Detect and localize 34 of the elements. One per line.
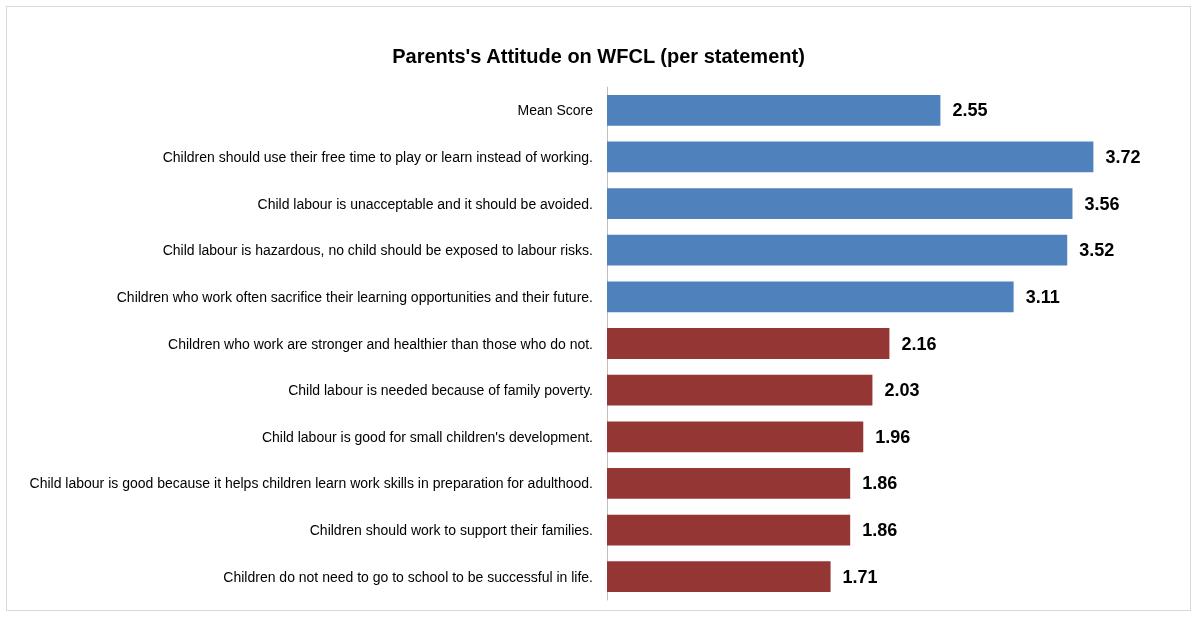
data-label: 3.52 — [1079, 240, 1115, 261]
data-label: 1.96 — [875, 426, 911, 447]
y-tick-label: Children who work often sacrifice their learning opportunities and their future. — [116, 288, 593, 305]
chart-title: Parents's Attitude on WFCL (per statement) — [392, 45, 805, 67]
y-tick-label: Children should work to support their families. — [309, 522, 593, 539]
bar — [607, 561, 831, 593]
bar — [607, 421, 864, 453]
y-tick-label: Child labour is unacceptable and it should be avoided. — [257, 195, 593, 212]
bar — [607, 514, 851, 546]
bar — [607, 468, 851, 499]
bar — [607, 328, 890, 359]
data-label: 3.11 — [1025, 286, 1060, 307]
data-label: 1.71 — [842, 566, 878, 587]
y-tick-label: Child labour is good because it helps children learn work skills in preparation for adulthood. — [29, 475, 593, 492]
y-tick-label: Children should use their free time to play or learn instead of working. — [162, 148, 593, 165]
y-tick-label: Children do not need to go to school to be successful in life. — [223, 568, 593, 585]
data-label: 2.03 — [884, 380, 920, 401]
y-tick-label: Children who work are stronger and healthier than those who do not. — [168, 335, 593, 352]
data-label: 1.86 — [862, 520, 898, 541]
data-label: 2.16 — [901, 333, 937, 354]
data-label: 3.72 — [1105, 146, 1141, 167]
bar — [607, 281, 1014, 313]
bar — [607, 374, 873, 406]
data-label: 3.56 — [1084, 193, 1120, 214]
data-label: 1.86 — [862, 473, 898, 494]
y-tick-label: Child labour is good for small children's development. — [261, 428, 593, 445]
bar — [607, 234, 1068, 266]
y-tick-label: Child labour is needed because of family poverty. — [288, 382, 593, 399]
y-tick-label: Mean Score — [517, 102, 594, 119]
bar — [607, 141, 1094, 173]
data-label: 2.55 — [952, 100, 988, 121]
bar — [607, 188, 1073, 219]
bar — [607, 94, 941, 126]
y-tick-label: Child labour is hazardous, no child should be exposed to labour risks. — [162, 242, 593, 259]
